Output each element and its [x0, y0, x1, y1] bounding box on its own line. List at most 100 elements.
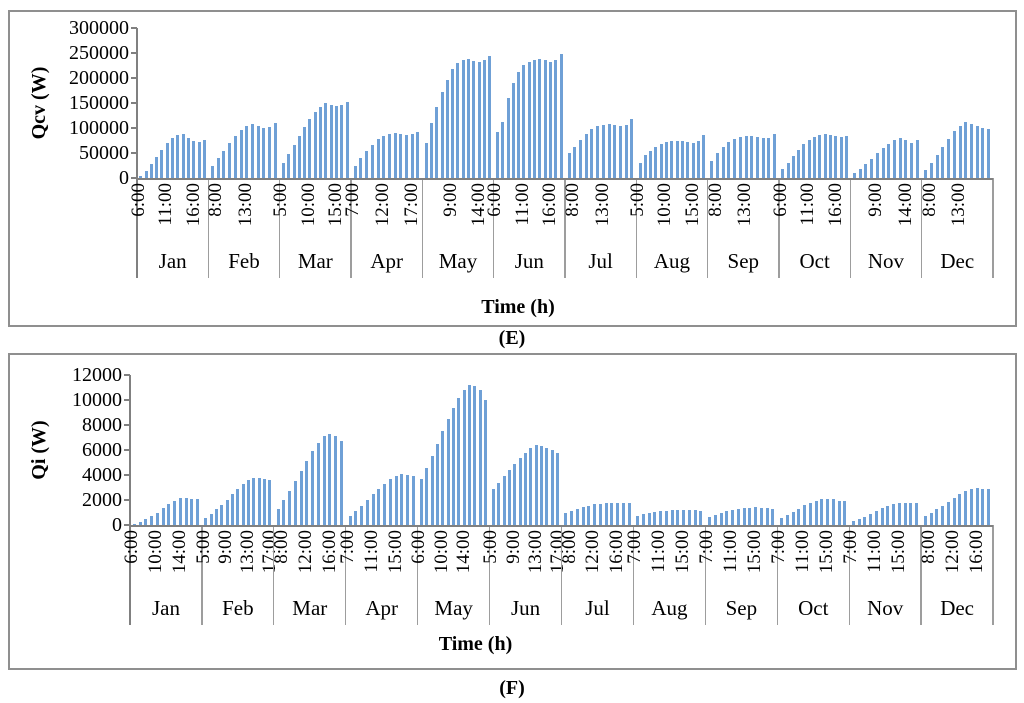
bar: [858, 169, 862, 178]
bar: [554, 59, 558, 178]
bar: [559, 54, 563, 178]
bar: [771, 508, 775, 525]
bar: [209, 513, 213, 525]
x-tick-label: 5:00: [627, 183, 649, 217]
bar: [534, 445, 538, 525]
bar: [441, 431, 445, 525]
bar: [750, 135, 754, 178]
y-tick-label: 300000: [69, 17, 129, 39]
x-tick-label: 7:00: [341, 183, 363, 217]
x-tick-label: 14:00: [452, 530, 474, 574]
x-tick-label: 6:00: [121, 530, 142, 564]
bar: [548, 61, 552, 178]
bar: [507, 470, 511, 525]
bar: [138, 521, 142, 525]
y-tick-mark: [131, 177, 137, 179]
bar: [527, 61, 531, 178]
month-label: Sep: [725, 596, 758, 620]
bar: [785, 515, 789, 525]
month-separator: [416, 525, 419, 625]
bar: [339, 441, 343, 525]
bar: [820, 499, 824, 525]
bar: [324, 103, 328, 178]
x-tick-label: 14:00: [894, 183, 916, 227]
bar: [733, 139, 737, 178]
month-separator: [778, 178, 780, 278]
bar: [670, 510, 674, 525]
bar: [144, 170, 148, 178]
bars-row: [351, 28, 422, 178]
y-tick-mark: [124, 524, 130, 526]
bar: [601, 124, 605, 178]
x-tick-label: 13:00: [234, 183, 256, 227]
month-label: Jun: [514, 249, 544, 273]
month-label: Feb: [228, 249, 260, 273]
x-tick-label: 11:00: [720, 530, 742, 573]
bar: [643, 155, 647, 178]
bar: [808, 502, 812, 525]
bar: [941, 505, 945, 525]
month-separator: [345, 525, 347, 625]
bar: [579, 140, 583, 178]
bar: [731, 510, 735, 525]
y-tick-label: 2000: [82, 489, 122, 511]
bar: [524, 452, 528, 525]
bar: [322, 436, 326, 525]
x-tick-label: 6:00: [408, 530, 430, 564]
bar: [915, 140, 919, 178]
bar: [738, 137, 742, 178]
bar: [903, 502, 907, 525]
month-label: Apr: [365, 596, 399, 620]
y-tick-label: 12000: [72, 364, 122, 386]
bar: [268, 126, 272, 178]
bar: [863, 516, 867, 525]
month-separator: [492, 178, 495, 278]
x-tick-label: 6:00: [769, 183, 791, 217]
bar: [567, 153, 571, 178]
bars-row: [633, 375, 705, 525]
bars-row: [130, 375, 202, 525]
y-tick-label: 250000: [69, 42, 129, 64]
bars-row: [922, 28, 993, 178]
bar: [245, 125, 249, 178]
bar: [420, 478, 424, 525]
month-label: May: [434, 596, 473, 620]
bar: [313, 112, 317, 178]
month-separator: [706, 178, 709, 278]
bar: [593, 504, 597, 525]
x-axis-title-f: Time (h): [438, 633, 513, 655]
bars-row: [346, 375, 418, 525]
bars-row: [779, 28, 850, 178]
bar: [607, 124, 611, 178]
x-tick-label: 12:00: [582, 530, 604, 574]
bar: [276, 508, 280, 525]
x-tick-label: 8:00: [561, 183, 583, 217]
bar: [898, 138, 902, 178]
bar: [311, 451, 315, 525]
x-tick-label: 9:00: [440, 183, 462, 217]
bar: [791, 511, 795, 525]
month-label: Mar: [297, 249, 333, 273]
y-tick-mark: [131, 52, 137, 54]
x-tick-label: 13:00: [524, 530, 546, 574]
x-tick-label: 7:00: [624, 530, 646, 564]
x-tick-label: 13:00: [948, 183, 970, 227]
bar: [665, 142, 669, 178]
bar: [176, 135, 180, 178]
bar: [708, 516, 712, 525]
bar: [461, 60, 465, 178]
bar: [952, 131, 956, 178]
bar: [653, 512, 657, 525]
y-tick-label: 100000: [69, 117, 129, 139]
x-tick-label: 15:00: [744, 530, 766, 574]
y-tick-label: 200000: [69, 67, 129, 89]
bar: [573, 146, 577, 178]
month-label: Jun: [510, 596, 541, 620]
y-axis-line: [136, 28, 138, 278]
bar: [165, 143, 169, 178]
bar: [610, 502, 614, 525]
bar: [440, 92, 444, 178]
bar: [725, 511, 729, 525]
bars-row: [422, 28, 493, 178]
bars-row: [565, 28, 636, 178]
